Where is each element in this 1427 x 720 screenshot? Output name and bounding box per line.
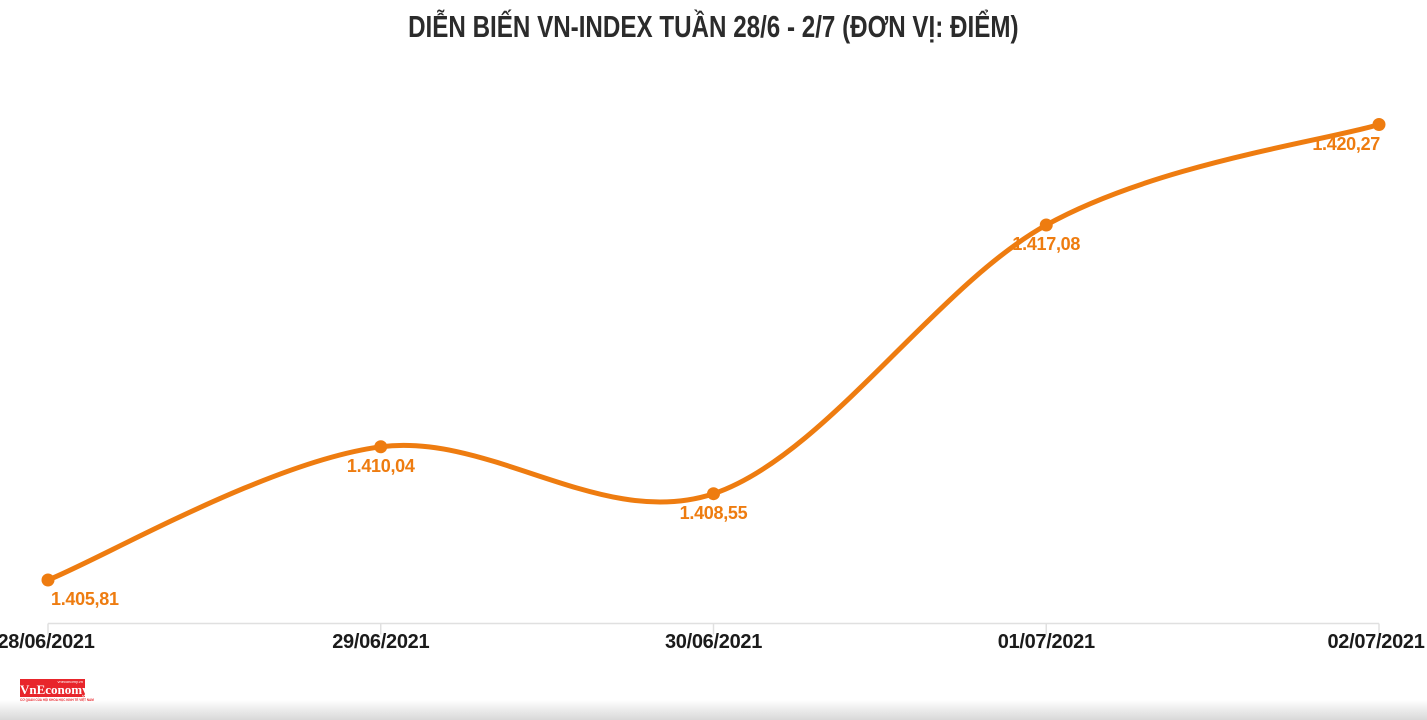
data-point-markers [41,118,1386,587]
vneconomy-logo-box: vneconomy.vn VnEconomy [20,679,85,697]
data-point-value-label: 1.420,27 [1312,133,1380,154]
data-point-value-label: 1.410,04 [346,455,415,476]
chart-title-text: DIỄN BIẾN VN-INDEX TUẦN 28/6 - 2/7 (ĐƠN … [408,9,1019,44]
data-point-value-label: 1.417,08 [1012,233,1081,254]
chart-title: DIỄN BIẾN VN-INDEX TUẦN 28/6 - 2/7 (ĐƠN … [0,8,1427,45]
x-axis-ticks [47,623,1380,635]
data-point-marker [41,573,55,587]
x-axis-tick-label: 02/07/2021 [1327,631,1425,653]
logo-tagline-bottom: CƠ QUAN CỦA HỘI KHOA HỌC KINH TẾ VIỆT NA… [20,698,108,703]
data-point-value-label: 1.405,81 [51,589,119,609]
x-axis-tick-label: 28/06/2021 [0,631,95,653]
data-point-marker [374,440,388,454]
data-point-marker [1372,118,1386,132]
x-axis-tick-label: 30/06/2021 [664,631,763,653]
x-axis-tick-label: 01/07/2021 [997,631,1095,653]
bottom-gradient [0,700,1427,720]
data-point-marker [1039,218,1053,232]
vneconomy-logo: vneconomy.vn VnEconomy CƠ QUAN CỦA HỘI K… [20,679,130,702]
data-point-value-label: 1.408,55 [679,502,748,523]
x-axis-tick-label: 29/06/2021 [332,631,430,653]
logo-tagline-top: vneconomy.vn [57,679,84,684]
data-point-marker [707,487,720,501]
logo-wordmark: VnEconomy [20,682,85,697]
